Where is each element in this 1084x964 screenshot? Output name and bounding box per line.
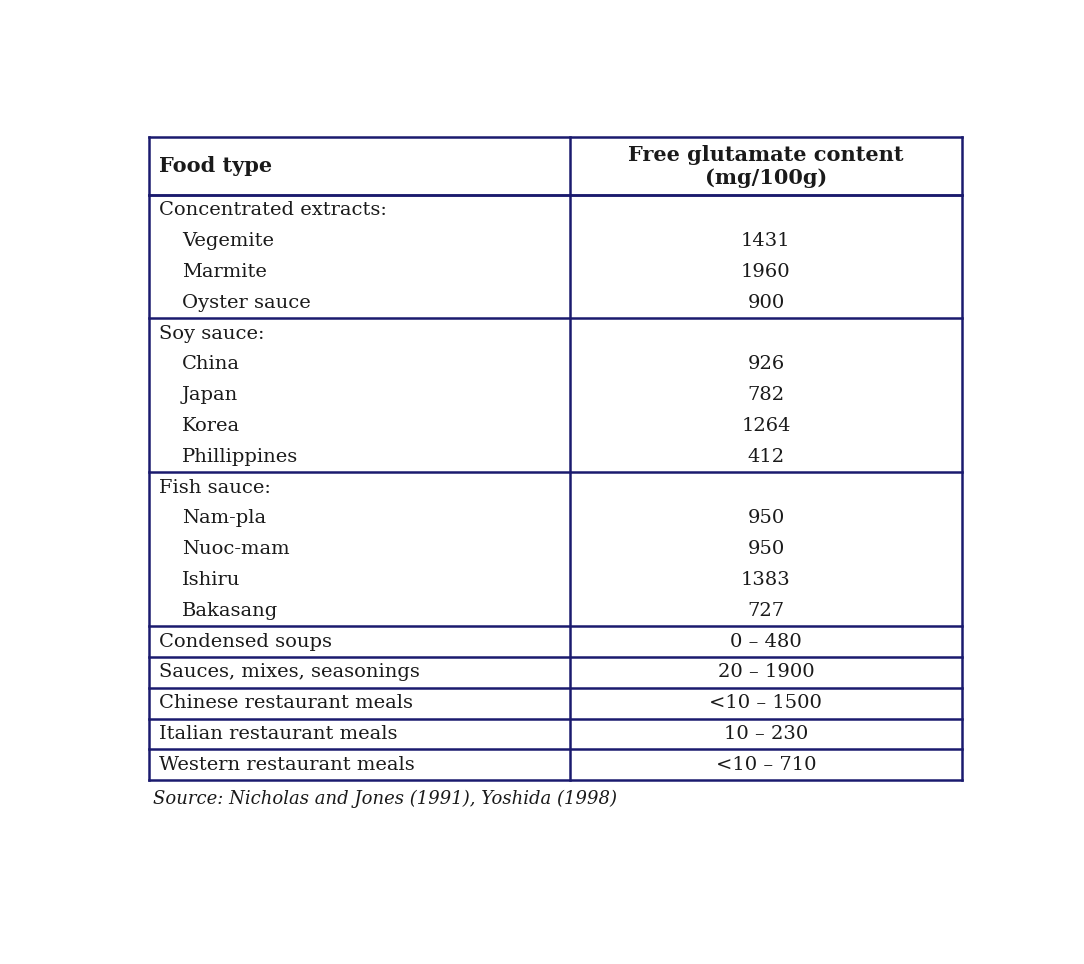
Text: Nam-pla: Nam-pla	[182, 509, 267, 527]
Text: Source: Nicholas and Jones (1991), Yoshida (1998): Source: Nicholas and Jones (1991), Yoshi…	[153, 790, 617, 808]
Text: Concentrated extracts:: Concentrated extracts:	[158, 201, 387, 220]
Text: Free glutamate content
(mg/100g): Free glutamate content (mg/100g)	[628, 145, 904, 188]
Text: 1264: 1264	[741, 417, 790, 435]
Text: Sauces, mixes, seasonings: Sauces, mixes, seasonings	[158, 663, 420, 682]
Text: 950: 950	[747, 509, 785, 527]
Text: Chinese restaurant meals: Chinese restaurant meals	[158, 694, 413, 712]
Text: Bakasang: Bakasang	[182, 602, 279, 620]
Text: 20 – 1900: 20 – 1900	[718, 663, 814, 682]
Text: 950: 950	[747, 540, 785, 558]
Text: <10 – 710: <10 – 710	[715, 756, 816, 774]
Text: Korea: Korea	[182, 417, 241, 435]
Text: Italian restaurant meals: Italian restaurant meals	[158, 725, 397, 743]
Text: Nuoc-mam: Nuoc-mam	[182, 540, 289, 558]
Text: China: China	[182, 356, 240, 373]
Text: Soy sauce:: Soy sauce:	[158, 325, 264, 342]
Text: Japan: Japan	[182, 387, 238, 404]
Text: Fish sauce:: Fish sauce:	[158, 478, 271, 496]
Text: Condensed soups: Condensed soups	[158, 632, 332, 651]
Text: 727: 727	[747, 602, 785, 620]
Text: <10 – 1500: <10 – 1500	[709, 694, 823, 712]
Text: 412: 412	[747, 448, 785, 466]
Text: 926: 926	[747, 356, 785, 373]
Text: 10 – 230: 10 – 230	[724, 725, 808, 743]
Text: Ishiru: Ishiru	[182, 571, 241, 589]
Text: 1431: 1431	[741, 232, 790, 251]
Text: Western restaurant meals: Western restaurant meals	[158, 756, 414, 774]
Text: 1960: 1960	[741, 263, 790, 281]
Text: 782: 782	[747, 387, 785, 404]
Text: Phillippines: Phillippines	[182, 448, 298, 466]
Text: Vegemite: Vegemite	[182, 232, 274, 251]
Text: Oyster sauce: Oyster sauce	[182, 294, 311, 311]
Text: 900: 900	[747, 294, 785, 311]
Text: 1383: 1383	[741, 571, 791, 589]
Text: Marmite: Marmite	[182, 263, 267, 281]
Text: 0 – 480: 0 – 480	[730, 632, 802, 651]
Text: Food type: Food type	[158, 156, 272, 176]
